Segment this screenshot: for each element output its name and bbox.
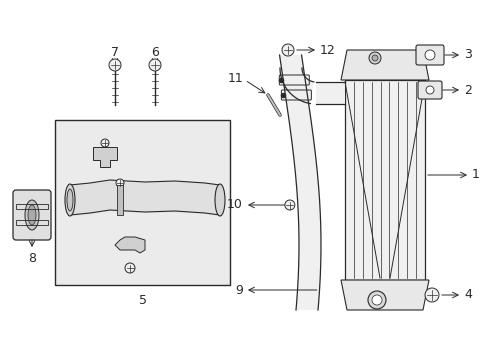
FancyBboxPatch shape (417, 81, 441, 99)
Text: 11: 11 (227, 72, 243, 85)
Circle shape (424, 288, 438, 302)
Text: 7: 7 (111, 45, 119, 58)
Ellipse shape (28, 205, 36, 225)
FancyBboxPatch shape (415, 45, 443, 65)
FancyBboxPatch shape (13, 190, 51, 240)
Circle shape (149, 59, 161, 71)
Circle shape (109, 59, 121, 71)
Text: 3: 3 (463, 49, 471, 62)
Circle shape (285, 200, 294, 210)
Bar (55, 120, 229, 285)
Polygon shape (93, 147, 117, 167)
Circle shape (371, 55, 377, 61)
Circle shape (424, 50, 434, 60)
Ellipse shape (65, 184, 75, 216)
Text: 5: 5 (138, 293, 146, 306)
Ellipse shape (215, 184, 224, 216)
Circle shape (116, 179, 124, 187)
Text: 12: 12 (319, 44, 335, 57)
Text: 6: 6 (151, 45, 159, 58)
Bar (16, 220, 48, 225)
Bar (345, 80, 424, 280)
Text: 10: 10 (226, 198, 243, 211)
Ellipse shape (25, 200, 39, 230)
Text: 2: 2 (463, 84, 471, 96)
Text: 4: 4 (463, 288, 471, 302)
Polygon shape (340, 280, 428, 310)
Text: 8: 8 (28, 252, 36, 265)
Circle shape (125, 263, 135, 273)
Circle shape (101, 139, 109, 147)
PathPatch shape (279, 55, 320, 310)
Polygon shape (340, 50, 428, 80)
Polygon shape (115, 237, 145, 253)
Ellipse shape (67, 189, 73, 211)
Polygon shape (280, 68, 313, 104)
Bar (117, 185, 123, 215)
Circle shape (425, 86, 433, 94)
Polygon shape (315, 82, 345, 104)
Text: 1: 1 (471, 168, 479, 181)
Circle shape (371, 295, 381, 305)
Text: 9: 9 (235, 284, 243, 297)
Circle shape (367, 291, 385, 309)
Circle shape (368, 52, 380, 64)
Circle shape (282, 44, 293, 56)
Bar (16, 204, 48, 209)
